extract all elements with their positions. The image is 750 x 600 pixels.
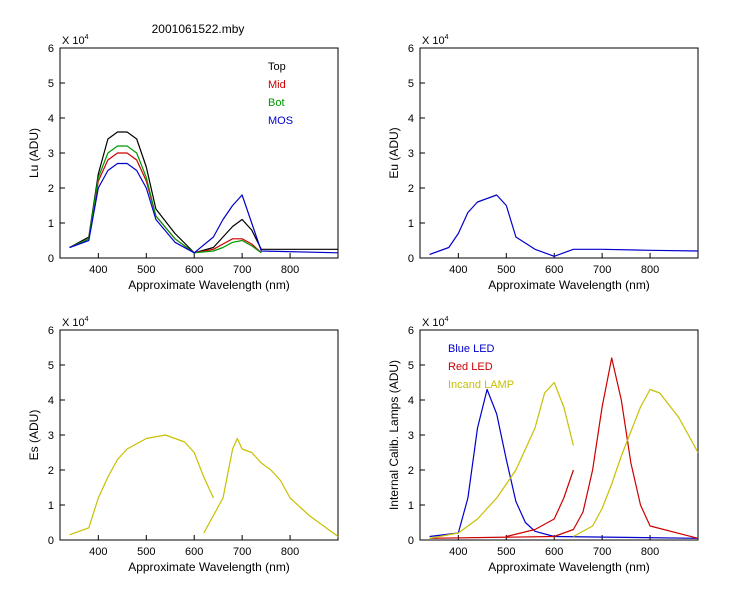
series-line-mid xyxy=(69,152,262,254)
y-tick-label: 1 xyxy=(48,500,54,512)
figure-title: 2001061522.mby xyxy=(152,22,245,36)
series-line-blue-led xyxy=(429,388,699,539)
x-axis-label: Approximate Wavelength (nm) xyxy=(128,278,290,292)
panel-eu: 0 1 2 3 4 5 6 400 500 600 700 800 X 104 Approximate W… xyxy=(387,34,699,292)
y-tick-label: 5 xyxy=(48,78,54,90)
series-line-incand-lamp xyxy=(573,388,699,538)
y-tick-label: 1 xyxy=(408,500,414,512)
y-tick-label: 2 xyxy=(48,183,54,195)
x-axis-label: Approximate Wavelength (nm) xyxy=(488,560,650,574)
series-line-red-led xyxy=(506,469,574,538)
series-line xyxy=(203,437,339,537)
y-tick-label: 1 xyxy=(408,218,414,230)
legend-entry: Blue LED xyxy=(448,343,495,355)
x-tick-label: 800 xyxy=(641,546,659,558)
y-exponent-label: X 104 xyxy=(422,34,449,47)
x-tick-label: 800 xyxy=(281,264,299,276)
y-tick-label: 4 xyxy=(408,113,414,125)
legend-entry: Mid xyxy=(268,79,286,91)
y-tick-label: 6 xyxy=(48,43,54,55)
series-line-mos xyxy=(69,162,339,254)
x-tick-label: 700 xyxy=(593,546,611,558)
x-tick-label: 500 xyxy=(137,264,155,276)
y-tick-label: 2 xyxy=(48,465,54,477)
x-tick-label: 400 xyxy=(89,546,107,558)
y-exponent-label: X 104 xyxy=(62,34,89,47)
y-tick-label: 4 xyxy=(48,395,54,407)
y-axis-label: Eu (ADU) xyxy=(387,127,401,178)
legend-entry: Incand LAMP xyxy=(448,379,514,391)
y-exponent-power: 4 xyxy=(445,34,449,41)
series-line-incand-lamp xyxy=(429,381,574,539)
legend-entry: MOS xyxy=(268,115,293,127)
y-exponent-power: 4 xyxy=(85,316,89,323)
x-tick-label: 400 xyxy=(449,264,467,276)
y-tick-label: 6 xyxy=(408,43,414,55)
x-axis-label: Approximate Wavelength (nm) xyxy=(128,560,290,574)
y-tick-label: 6 xyxy=(408,325,414,337)
x-tick-label: 400 xyxy=(89,264,107,276)
x-tick-label: 600 xyxy=(185,264,203,276)
y-tick-label: 5 xyxy=(408,78,414,90)
y-tick-label: 3 xyxy=(48,148,54,160)
y-tick-label: 3 xyxy=(408,430,414,442)
x-tick-label: 600 xyxy=(185,546,203,558)
y-exponent-power: 4 xyxy=(445,316,449,323)
x-tick-label: 800 xyxy=(641,264,659,276)
series-line xyxy=(429,194,699,257)
y-tick-label: 0 xyxy=(408,535,414,547)
series-line-red-led xyxy=(429,357,699,539)
x-tick-label: 500 xyxy=(137,546,155,558)
y-tick-label: 5 xyxy=(408,360,414,372)
x-tick-label: 600 xyxy=(545,264,563,276)
x-tick-label: 700 xyxy=(233,264,251,276)
y-exponent-label: X 104 xyxy=(422,316,449,329)
y-tick-label: 4 xyxy=(48,113,54,125)
x-axis-label: Approximate Wavelength (nm) xyxy=(488,278,650,292)
panel-es: 0 1 2 3 4 5 6 400 500 600 700 800 X 104 Approximate W… xyxy=(27,316,339,574)
panel-lu: 0 1 2 3 4 5 6 400 500 600 700 800 X 104 Approximate W… xyxy=(27,34,339,292)
x-tick-label: 700 xyxy=(233,546,251,558)
x-tick-label: 500 xyxy=(497,264,515,276)
y-tick-label: 3 xyxy=(48,430,54,442)
x-tick-label: 800 xyxy=(281,546,299,558)
y-tick-label: 2 xyxy=(408,183,414,195)
x-tick-label: 700 xyxy=(593,264,611,276)
y-tick-label: 4 xyxy=(408,395,414,407)
y-axis-label: Lu (ADU) xyxy=(27,128,41,178)
series-line-top xyxy=(69,131,338,254)
y-tick-label: 6 xyxy=(48,325,54,337)
series-line-bot xyxy=(69,145,262,254)
y-tick-label: 0 xyxy=(48,535,54,547)
legend-entry: Bot xyxy=(268,97,285,109)
series-line xyxy=(69,434,214,536)
plot-frame xyxy=(59,329,339,541)
y-tick-label: 3 xyxy=(408,148,414,160)
y-axis-label: Internal Calib. Lamps (ADU) xyxy=(387,360,401,510)
plot-frame xyxy=(59,47,339,259)
x-tick-label: 500 xyxy=(497,546,515,558)
y-tick-label: 1 xyxy=(48,218,54,230)
y-tick-label: 2 xyxy=(408,465,414,477)
y-exponent-label: X 104 xyxy=(62,316,89,329)
y-exponent-power: 4 xyxy=(85,34,89,41)
y-tick-label: 5 xyxy=(48,360,54,372)
legend-entry: Red LED xyxy=(448,361,493,373)
legend-entry: Top xyxy=(268,61,286,73)
y-axis-label: Es (ADU) xyxy=(27,410,41,461)
x-tick-label: 600 xyxy=(545,546,563,558)
y-tick-label: 0 xyxy=(48,253,54,265)
panel-lamps: 0 1 2 3 4 5 6 400 500 600 700 800 X 104 Approximate W… xyxy=(387,316,699,574)
y-tick-label: 0 xyxy=(408,253,414,265)
x-tick-label: 400 xyxy=(449,546,467,558)
